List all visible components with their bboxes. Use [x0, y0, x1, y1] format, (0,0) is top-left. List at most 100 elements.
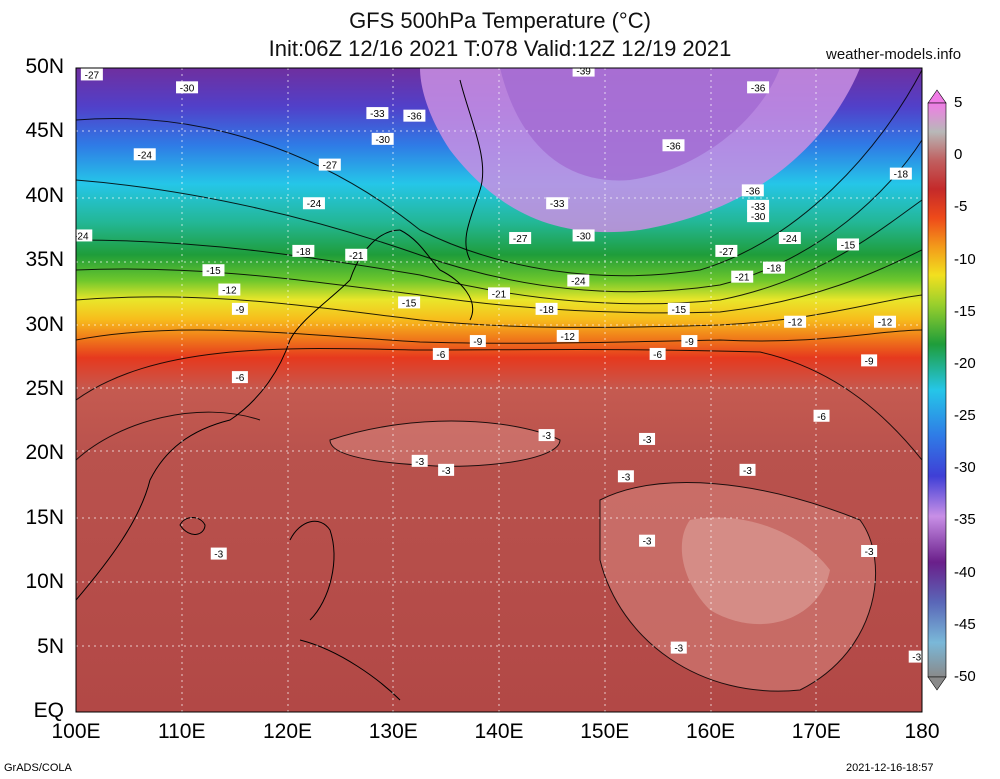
contour-label-text: -6: [817, 412, 826, 423]
colorbar-label: -40: [954, 563, 976, 581]
contour-label-text: -18: [894, 170, 909, 181]
contour-label-text: -12: [878, 318, 893, 329]
latitude-label: 40N: [25, 183, 64, 207]
latitude-label: 5N: [37, 634, 64, 658]
contour-label-text: -3: [674, 644, 683, 655]
latitude-label: 15N: [25, 505, 64, 529]
contour-label: -3: [639, 534, 656, 548]
longitude-label: 140E: [474, 720, 524, 743]
colorbar-label: -50: [954, 668, 976, 685]
latitude-label: 10N: [25, 570, 64, 594]
site-label: weather-models.info: [826, 46, 962, 63]
latitude-label: 35N: [25, 248, 64, 272]
contour-label: -3: [538, 429, 555, 442]
latitude-label: 50N: [25, 55, 64, 78]
contour-label: -9: [681, 335, 698, 348]
longitude-label: 150E: [580, 720, 630, 743]
chart-title: GFS 500hPa Temperature (°C): [349, 8, 651, 33]
contour-label-text: -27: [719, 247, 734, 258]
colorbar: [927, 102, 947, 678]
longitude-label: 160E: [685, 720, 736, 743]
grads-credit: GrADS/COLA: [4, 762, 72, 774]
contour-label-text: -30: [180, 83, 195, 94]
contour-label: -33: [546, 197, 569, 210]
contour-label: -33: [366, 107, 389, 120]
contour-label-text: -21: [349, 251, 364, 262]
map-frame: [75, 67, 923, 713]
colorbar-top-arrow: [927, 89, 947, 104]
contour-label-text: -24: [138, 150, 153, 161]
longitude-label: 100E: [51, 720, 101, 743]
contour-label: -3: [411, 454, 428, 468]
warm-band: [330, 421, 560, 467]
contour-label-text: -9: [235, 305, 244, 316]
contour-label: -21: [731, 270, 754, 284]
contour-label: -18: [889, 167, 912, 181]
contour-label-text: -12: [222, 286, 237, 297]
contour-label: -6: [432, 347, 449, 361]
contour-label-text: -9: [865, 356, 874, 367]
contour-label: -24: [567, 274, 590, 288]
contour-label-text: -3: [621, 472, 630, 483]
contour-label-text: -3: [214, 550, 223, 561]
contour-label-text: -15: [672, 305, 687, 316]
contour-label: -21: [488, 287, 510, 300]
latitude-label: 20N: [25, 441, 64, 465]
contour-label: -3: [438, 463, 455, 477]
contour-label: -15: [398, 296, 421, 309]
colorbar-label: -35: [954, 511, 976, 529]
contour-label: -21: [345, 248, 368, 262]
generated-timestamp: 2021-12-16-18:57: [846, 762, 934, 774]
contour-label: -30: [176, 81, 199, 94]
colorbar-label: -25: [954, 407, 976, 425]
contour-label-text: -3: [912, 653, 921, 664]
contour-label-text: -6: [235, 373, 244, 384]
contour-label-text: -9: [685, 337, 694, 348]
latitude-label: 25N: [25, 377, 64, 400]
contour-label: -3: [670, 641, 687, 655]
contour-label-text: -9: [473, 337, 482, 348]
contour-label: -33: [747, 199, 770, 213]
contour-label: -9: [469, 335, 486, 348]
contour-label-text: -27: [513, 234, 528, 245]
contour-label: -18: [292, 244, 315, 258]
latitude-label: EQ: [33, 699, 64, 722]
init-valid-line: Init:06Z 12/16 2021 T:078 Valid:12Z 12/1…: [268, 36, 732, 61]
contour-label: -15: [836, 238, 859, 251]
contour-label: -30: [572, 229, 595, 242]
contour-label-text: -24: [74, 231, 89, 242]
contour-label-text: -36: [666, 141, 681, 152]
longitude-label: 180: [904, 720, 940, 743]
contour-label: -27: [80, 68, 103, 81]
contour-label: -15: [667, 302, 690, 316]
contour-label-text: -30: [375, 135, 390, 146]
cold-core-inner: [500, 68, 780, 181]
contour-label: -3: [861, 545, 878, 558]
colorbar-label: -30: [954, 459, 976, 477]
contour-label-text: -27: [323, 161, 338, 172]
contour-label-text: -36: [407, 112, 422, 123]
longitude-label: 120E: [262, 720, 313, 743]
contour-label-text: -36: [746, 186, 761, 197]
contour-label-text: -33: [550, 199, 565, 210]
contour-label: -6: [231, 371, 248, 384]
contour-label-text: -3: [865, 547, 874, 558]
contour-label: -15: [202, 264, 225, 277]
contour-label-text: -24: [571, 277, 586, 288]
latitude-label: 45N: [25, 119, 64, 143]
contour-label: -36: [741, 184, 764, 197]
contour-label-text: -12: [561, 332, 576, 343]
colorbar-label: 0: [954, 146, 963, 164]
contour-label: -30: [747, 210, 770, 223]
contour-label: -30: [371, 132, 394, 146]
contour-label: -39: [572, 68, 595, 78]
latitude-label: 30N: [25, 312, 64, 336]
contour-label: -24: [133, 148, 156, 161]
contour-label-text: -24: [783, 234, 798, 245]
longitude-label: 110E: [158, 720, 206, 743]
contour-label-text: -3: [415, 457, 424, 468]
contour-label-text: -3: [442, 466, 451, 477]
colorbar-label: -5: [954, 198, 968, 216]
contour-label: -3: [210, 547, 227, 561]
